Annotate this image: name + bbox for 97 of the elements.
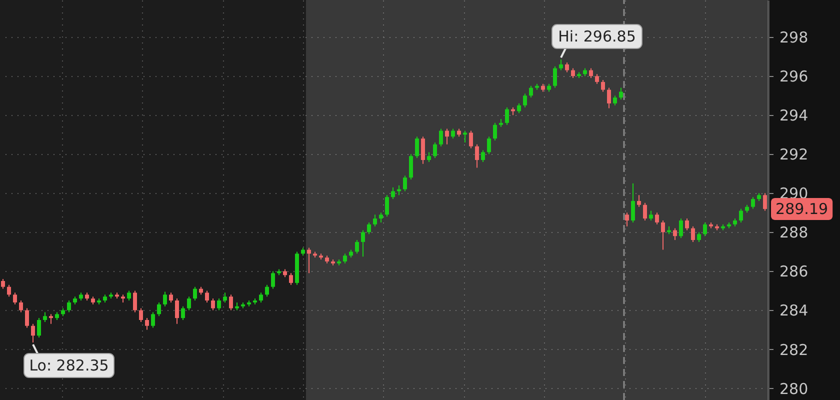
candlestick [463,130,467,143]
y-tick-label: 286 [780,262,808,281]
candlestick [487,136,491,155]
candlestick [151,312,155,328]
candlestick [19,300,23,313]
candlestick [655,212,659,225]
candlestick [553,66,557,88]
candlestick [763,192,767,212]
candlestick [37,318,41,338]
candlestick [565,62,569,73]
candlestick [661,220,665,250]
annotation: Lo: 282.35 [29,356,109,374]
candlestick [637,194,641,208]
candlestick [559,59,563,71]
candlestick [679,218,683,239]
y-tick-label: 282 [780,340,808,359]
y-tick-label: 292 [780,146,808,164]
candlestick [67,300,71,313]
candlestick [265,284,269,298]
candlestick [571,68,575,79]
candlestick [631,182,635,223]
candlestick [31,323,35,343]
candlestick [421,136,425,164]
candlestick [25,308,29,328]
candlestick [145,318,149,330]
y-tick-label: 296 [780,68,808,86]
candlestick [187,296,191,311]
candlestick [223,292,227,303]
candlestick [157,302,161,317]
candlestick [607,87,611,109]
candlestick [445,128,449,145]
candlestick [361,230,365,258]
y-tick-label: 288 [780,224,808,242]
candlestick [739,208,743,223]
candlestick [385,194,389,218]
candlestick [181,306,185,320]
candlestick [517,102,521,114]
candlestick [493,122,497,141]
candlestick [439,128,443,147]
candlestick [271,270,275,290]
candlestick [505,106,509,126]
candlestick [367,222,371,235]
candlestick [643,202,647,221]
candlestick [13,292,17,305]
candlestick [469,130,473,149]
candlestick [133,290,137,313]
y-tick-label: 298 [780,28,808,47]
candlestick [613,95,617,106]
candlestick [205,290,209,303]
candlestick [625,212,629,227]
candlestick [475,144,479,168]
candlestick [7,284,11,298]
candlestick [703,222,707,237]
candlestick [1,278,5,290]
candlestick [43,312,47,322]
candlestick [673,228,677,240]
candlestick [481,150,485,162]
text: 289.19 [776,200,828,218]
annotation: Hi: 296.85 [558,28,636,46]
candlestick [49,314,53,324]
candlestick [193,286,197,301]
candlestick [289,272,293,286]
candlestick [307,247,311,274]
candlestick [259,292,263,303]
candlestick [523,93,527,108]
candlestick [427,152,431,162]
candlestick [751,196,755,210]
candlestick [175,298,179,324]
y-tick-label: 284 [780,302,808,320]
candlestick [373,214,377,227]
candlestick [619,87,623,100]
candlestick [127,290,131,301]
candlestick [379,212,383,223]
candlestick [139,308,143,322]
candlestick [355,240,359,254]
candlestick [685,218,689,231]
candlestick [211,298,215,311]
candlestick [529,85,533,98]
candlestick [391,186,395,200]
candlestick [601,80,605,92]
candlestick [589,68,593,79]
candlestick [451,128,455,140]
candlestick [433,142,437,159]
candlestick [415,136,419,159]
y-tick-label: 280 [780,380,808,398]
candlestick [691,226,695,242]
candlestick [169,292,173,303]
candlestick [163,291,167,307]
candlestick [229,294,233,311]
candlestick [595,74,599,84]
y-tick-label: 294 [780,106,808,125]
candlestick [697,232,701,242]
candlestick [403,175,407,192]
candlestick [409,154,413,180]
candlestick [217,298,221,311]
candlestick [343,253,347,264]
candlestick [649,210,653,221]
